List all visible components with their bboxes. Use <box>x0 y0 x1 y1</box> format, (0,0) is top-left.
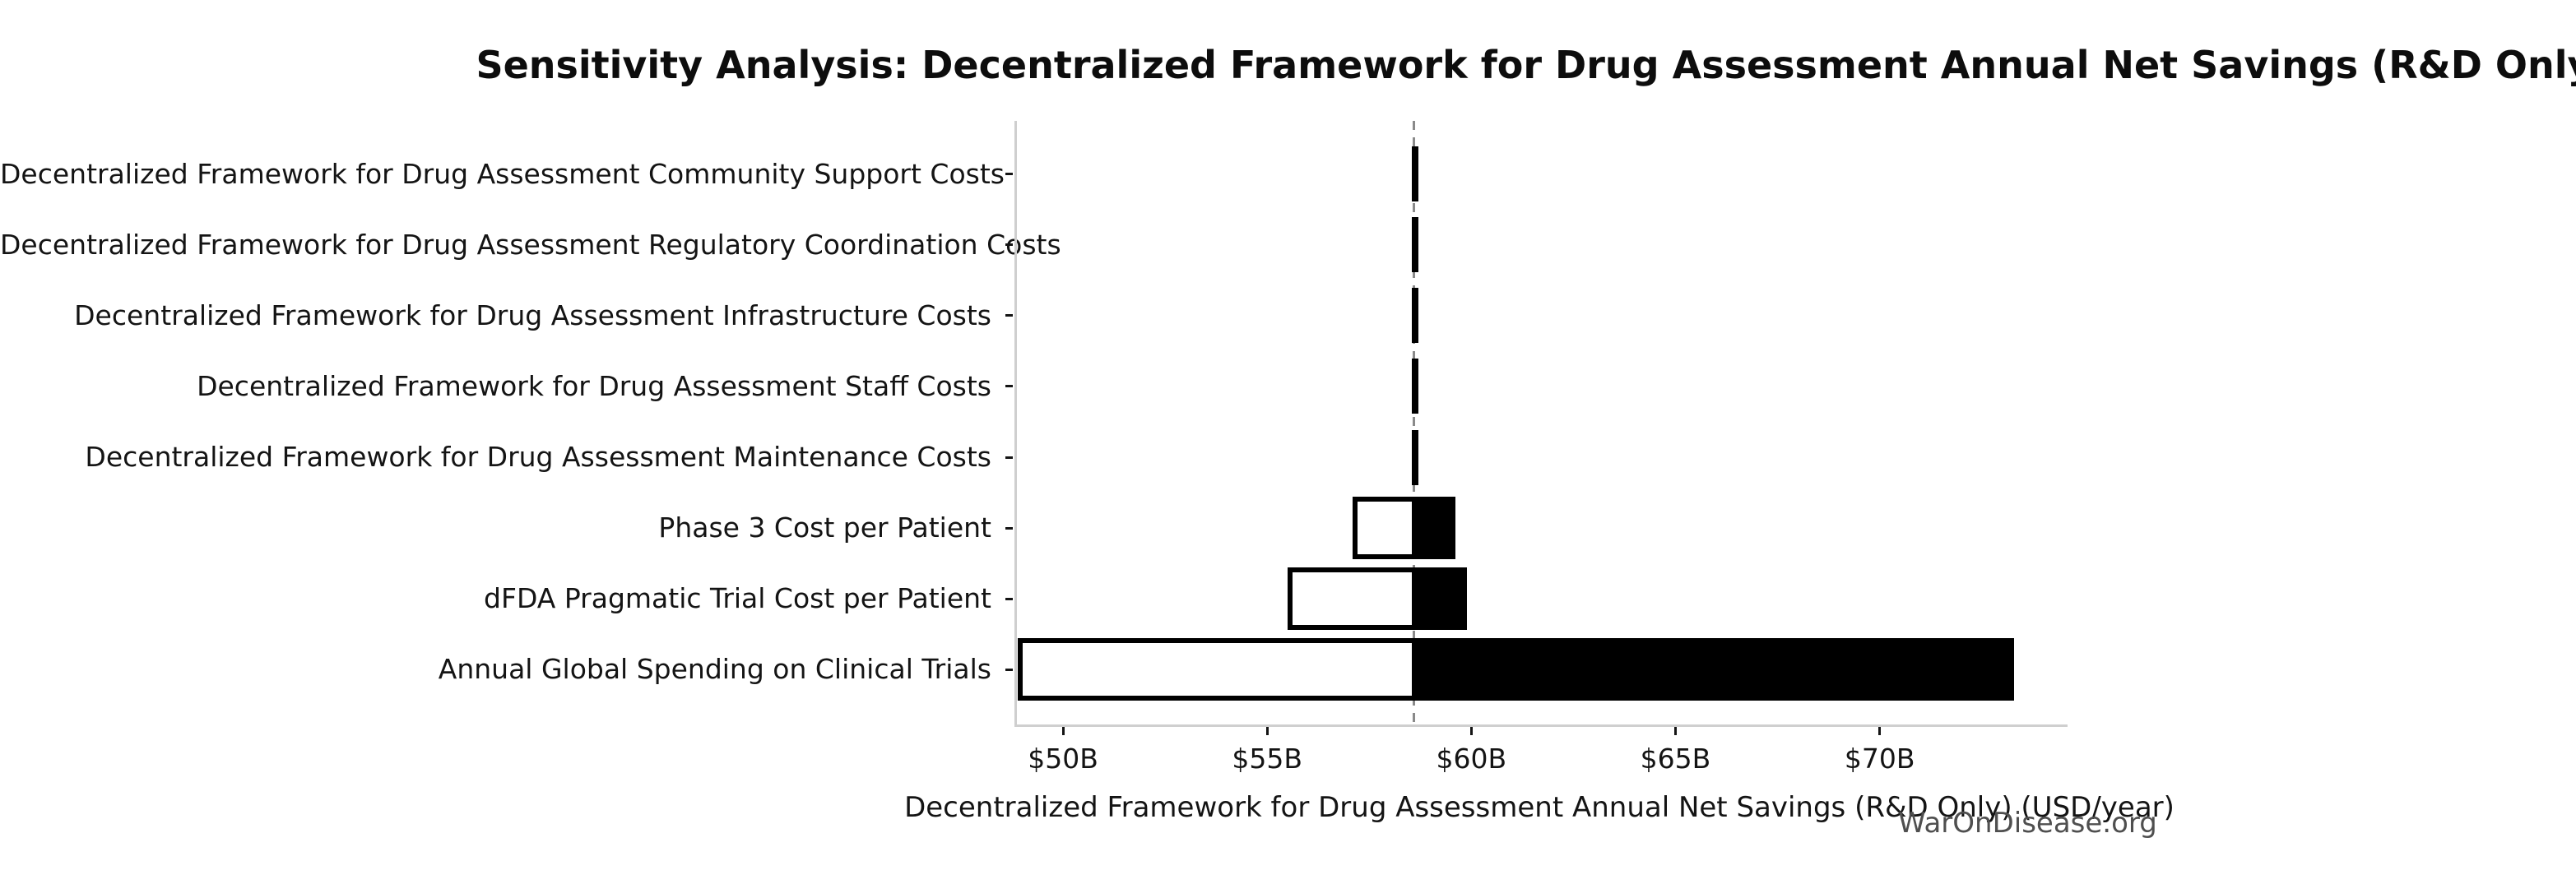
tornado-bar-low <box>1018 638 1417 701</box>
tornado-bar-low <box>1288 567 1417 631</box>
x-tick-label-70b: $70B <box>1844 743 1915 775</box>
y-axis-label-maintenance: Decentralized Framework for Drug Assessm… <box>85 441 991 474</box>
y-axis-label-community-support: Decentralized Framework for Drug Assessm… <box>0 157 1005 190</box>
y-axis-label-infrastructure: Decentralized Framework for Drug Assessm… <box>74 299 991 331</box>
x-tick-mark <box>1061 727 1065 735</box>
y-axis-label-dfda-trial-cost: dFDA Pragmatic Trial Cost per Patient <box>484 582 991 615</box>
tornado-bar-low <box>1353 497 1417 560</box>
x-tick-mark <box>1674 727 1677 735</box>
tornado-bar-high <box>1413 497 1455 560</box>
tornado-bar-near-zero <box>1412 359 1418 414</box>
y-tick-mark <box>1005 526 1013 530</box>
tornado-bar-high <box>1413 638 2015 701</box>
y-tick-mark <box>1005 456 1013 459</box>
tornado-bar-near-zero <box>1412 146 1418 201</box>
chart-title: Sensitivity Analysis: Decentralized Fram… <box>476 43 2576 87</box>
tornado-bar-near-zero <box>1412 217 1418 273</box>
tornado-bar-near-zero <box>1412 288 1418 344</box>
x-tick-label-55b: $55B <box>1232 743 1303 775</box>
tornado-bar-near-zero <box>1412 429 1418 485</box>
y-tick-mark <box>1005 173 1013 175</box>
x-axis-title: Decentralized Framework for Drug Assessm… <box>904 791 2175 824</box>
y-tick-mark <box>1005 243 1013 247</box>
y-axis-label-global-spending: Annual Global Spending on Clinical Trial… <box>438 653 991 686</box>
y-tick-mark <box>1005 314 1013 317</box>
tornado-bar-high <box>1413 567 1468 631</box>
y-tick-mark <box>1005 597 1013 600</box>
x-tick-label-65b: $65B <box>1640 743 1711 775</box>
y-axis-label-phase3-cost: Phase 3 Cost per Patient <box>658 511 991 544</box>
y-axis-spine <box>1014 121 1017 727</box>
x-tick-mark <box>1265 727 1269 735</box>
x-tick-mark <box>1878 727 1882 735</box>
y-axis-label-staff: Decentralized Framework for Drug Assessm… <box>197 369 991 402</box>
y-axis-label-regulatory-coordination: Decentralized Framework for Drug Assessm… <box>0 228 1061 261</box>
x-tick-mark <box>1469 727 1473 735</box>
base-value-dashed-line <box>1413 121 1416 724</box>
x-tick-label-60b: $60B <box>1436 743 1507 775</box>
y-tick-mark <box>1005 385 1013 388</box>
x-axis-spine <box>1014 724 2068 727</box>
x-tick-label-50b: $50B <box>1028 743 1098 775</box>
y-tick-mark <box>1005 668 1013 671</box>
watermark-text: WarOnDisease.org <box>1898 807 2157 840</box>
